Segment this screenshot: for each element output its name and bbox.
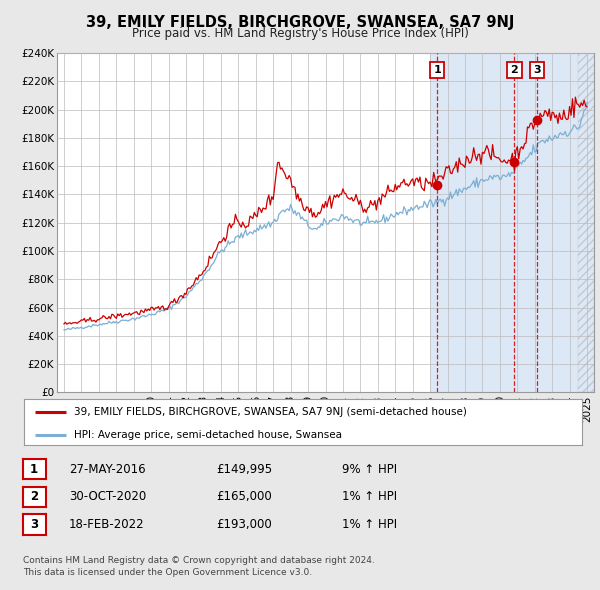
Text: 39, EMILY FIELDS, BIRCHGROVE, SWANSEA, SA7 9NJ: 39, EMILY FIELDS, BIRCHGROVE, SWANSEA, S…: [86, 15, 514, 30]
Text: 18-FEB-2022: 18-FEB-2022: [69, 518, 145, 531]
Text: 1% ↑ HPI: 1% ↑ HPI: [342, 518, 397, 531]
Text: 1% ↑ HPI: 1% ↑ HPI: [342, 490, 397, 503]
Text: 9% ↑ HPI: 9% ↑ HPI: [342, 463, 397, 476]
Text: Price paid vs. HM Land Registry's House Price Index (HPI): Price paid vs. HM Land Registry's House …: [131, 27, 469, 40]
Text: Contains HM Land Registry data © Crown copyright and database right 2024.
This d: Contains HM Land Registry data © Crown c…: [23, 556, 374, 576]
Text: 2: 2: [511, 65, 518, 75]
Text: 39, EMILY FIELDS, BIRCHGROVE, SWANSEA, SA7 9NJ (semi-detached house): 39, EMILY FIELDS, BIRCHGROVE, SWANSEA, S…: [74, 407, 467, 417]
Text: £149,995: £149,995: [216, 463, 272, 476]
Text: 2: 2: [30, 490, 38, 503]
Text: 1: 1: [30, 463, 38, 476]
Bar: [578, 53, 596, 392]
Text: 30-OCT-2020: 30-OCT-2020: [69, 490, 146, 503]
Text: £193,000: £193,000: [216, 518, 272, 531]
Text: £165,000: £165,000: [216, 490, 272, 503]
Text: 1: 1: [433, 65, 441, 75]
Bar: [430, 53, 596, 392]
Text: 3: 3: [30, 518, 38, 531]
Text: 27-MAY-2016: 27-MAY-2016: [69, 463, 146, 476]
Text: HPI: Average price, semi-detached house, Swansea: HPI: Average price, semi-detached house,…: [74, 430, 342, 440]
Text: 3: 3: [533, 65, 541, 75]
